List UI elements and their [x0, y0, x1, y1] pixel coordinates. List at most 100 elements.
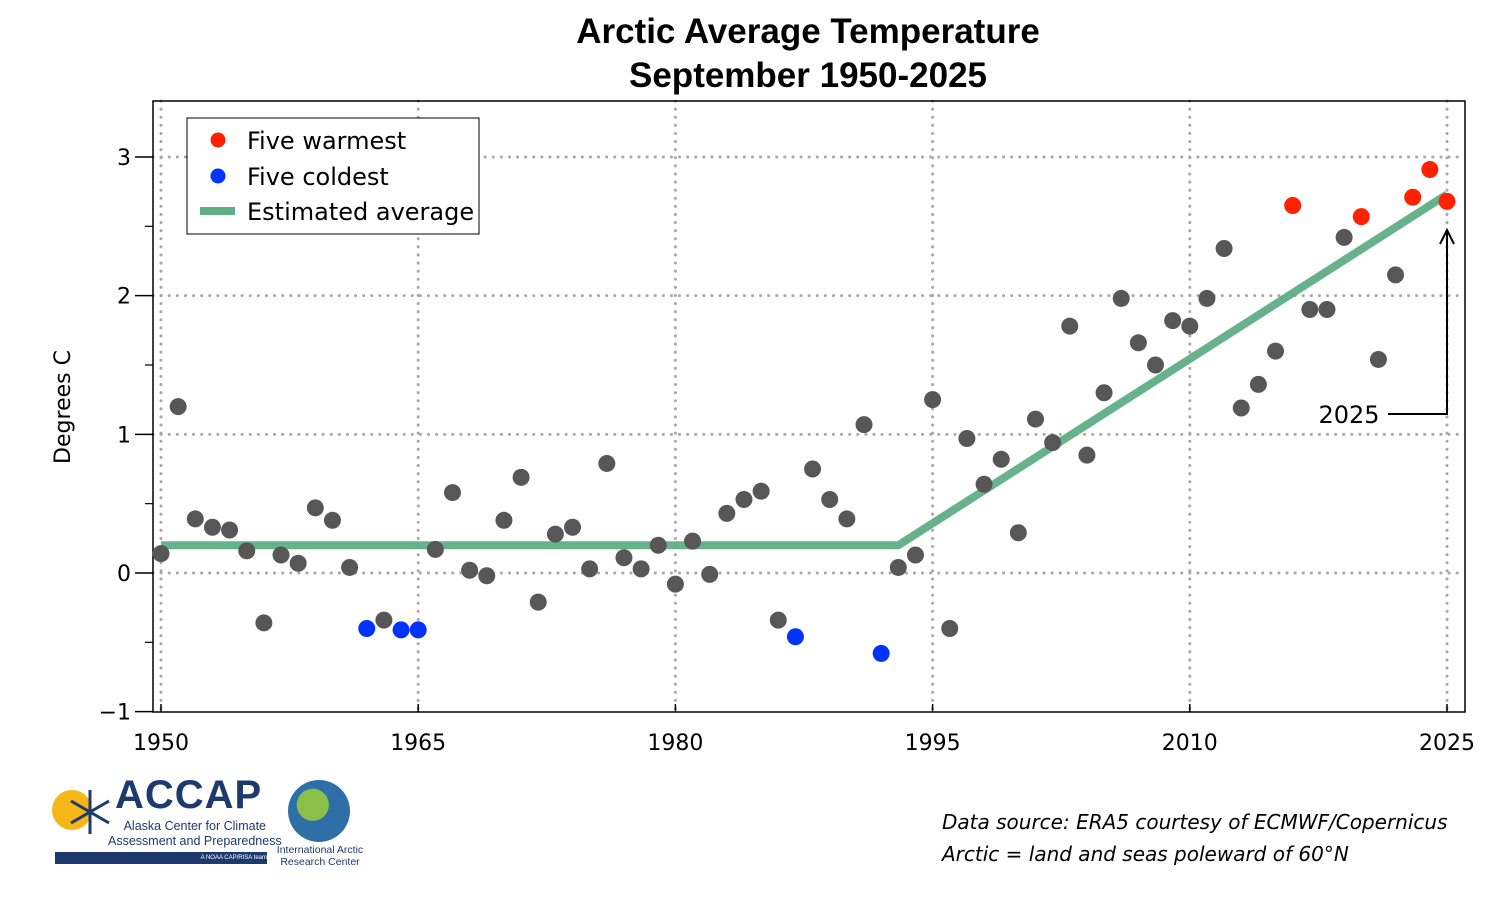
- data-point: [255, 614, 273, 632]
- y-tick-label: 3: [117, 146, 131, 171]
- data-point: [941, 619, 959, 637]
- data-point: [1267, 342, 1285, 360]
- y-tick-label: 2: [117, 285, 131, 310]
- data-point: [461, 561, 479, 579]
- data-point: [443, 484, 461, 502]
- legend-box: [186, 117, 480, 235]
- data-point: [684, 532, 702, 550]
- data-point: [581, 560, 599, 578]
- data-point-warmest: [1438, 192, 1456, 210]
- annotation-label: 2025: [1318, 401, 1379, 429]
- plot-frame: [152, 100, 1466, 713]
- data-point: [341, 558, 359, 576]
- data-point: [906, 546, 924, 564]
- data-point-coldest: [392, 621, 410, 639]
- data-point: [323, 511, 341, 529]
- data-point: [666, 575, 684, 593]
- data-point-warmest: [1352, 208, 1370, 226]
- data-point: [1009, 524, 1027, 542]
- source-line-1: Data source: ERA5 courtesy of ECMWF/Cope…: [942, 810, 1448, 834]
- data-point: [1078, 446, 1096, 464]
- data-point-coldest: [786, 628, 804, 646]
- data-point-warmest: [1404, 188, 1422, 206]
- x-tick-label: 2010: [1162, 731, 1218, 756]
- y-tick-label: 0: [117, 562, 131, 587]
- accap-sub-line-1: Alaska Center for Climate: [123, 819, 266, 833]
- accap-subtitle: Alaska Center for Climate Assessment and…: [108, 819, 282, 849]
- legend-trend-label: Estimated average: [247, 198, 474, 226]
- data-point: [1387, 266, 1405, 284]
- data-point-coldest: [358, 619, 376, 637]
- data-point: [152, 545, 170, 563]
- data-point: [289, 554, 307, 572]
- data-point-coldest: [409, 621, 427, 639]
- accap-tagline: A NOAA CAP/RISA team: [55, 852, 267, 864]
- subtitle-line: September 1950-2025: [629, 56, 987, 95]
- trend-line: [161, 191, 1450, 550]
- data-point: [804, 460, 822, 478]
- arrow-head-icon: [1439, 227, 1455, 245]
- iarc-line-1: International Arctic: [276, 844, 364, 856]
- data-point: [855, 416, 873, 434]
- data-point: [1198, 289, 1216, 307]
- x-tick-label: 1995: [905, 731, 961, 756]
- annotation-arrow: [1388, 232, 1448, 415]
- data-point: [735, 491, 753, 509]
- data-point: [632, 560, 650, 578]
- data-point: [203, 518, 221, 536]
- data-point: [1181, 317, 1199, 335]
- data-point: [1112, 289, 1130, 307]
- data-point: [1232, 399, 1250, 417]
- x-tick-label: 1950: [133, 731, 189, 756]
- data-point: [838, 510, 856, 528]
- data-point-warmest: [1284, 197, 1302, 215]
- data-point: [1369, 350, 1387, 368]
- data-point: [186, 510, 204, 528]
- x-tick-label: 2025: [1419, 731, 1475, 756]
- data-point: [598, 454, 616, 472]
- accap-sub-line-2: Assessment and Preparedness: [108, 834, 282, 848]
- data-point: [495, 511, 513, 529]
- data-point: [975, 475, 993, 493]
- legend-cold-label: Five coldest: [247, 163, 389, 191]
- x-tick-label: 1980: [647, 731, 703, 756]
- data-point: [1335, 228, 1353, 246]
- data-point-coldest: [872, 644, 890, 662]
- data-point: [529, 593, 547, 611]
- data-point: [1301, 301, 1319, 319]
- data-point: [769, 611, 787, 629]
- data-point: [1164, 312, 1182, 330]
- data-point: [238, 542, 256, 560]
- data-point: [1061, 317, 1079, 335]
- data-point: [1318, 301, 1336, 319]
- iarc-name: International Arctic Research Center: [270, 844, 370, 868]
- data-point: [924, 391, 942, 409]
- chart-title: Arctic Average Temperature September 195…: [0, 10, 1500, 98]
- legend-warm-marker: [210, 132, 226, 148]
- data-point: [426, 540, 444, 558]
- data-point-warmest: [1421, 160, 1439, 178]
- data-point: [1095, 384, 1113, 402]
- data-point: [752, 482, 770, 500]
- annotation-bg: [1315, 398, 1395, 432]
- data-point: [1249, 375, 1267, 393]
- x-tick-label: 1965: [390, 731, 446, 756]
- data-point: [718, 504, 736, 522]
- data-point: [564, 518, 582, 536]
- data-point: [221, 521, 239, 539]
- accap-name: ACCAP: [115, 773, 263, 817]
- data-point: [889, 558, 907, 576]
- data-source-note: Data source: ERA5 courtesy of ECMWF/Cope…: [942, 806, 1448, 870]
- data-point: [375, 611, 393, 629]
- y-axis-label: Degrees C: [51, 350, 76, 464]
- data-point: [992, 450, 1010, 468]
- source-line-2: Arctic = land and seas poleward of 60°N: [942, 842, 1349, 866]
- data-point: [615, 549, 633, 567]
- data-point: [1044, 434, 1062, 452]
- data-point: [649, 536, 667, 554]
- data-point: [701, 565, 719, 583]
- data-point: [478, 567, 496, 585]
- data-point: [958, 429, 976, 447]
- data-point: [1147, 356, 1165, 374]
